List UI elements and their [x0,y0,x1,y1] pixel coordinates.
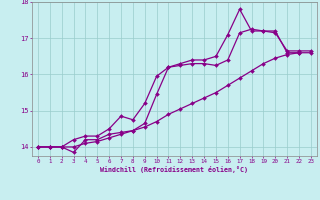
X-axis label: Windchill (Refroidissement éolien,°C): Windchill (Refroidissement éolien,°C) [100,166,248,173]
